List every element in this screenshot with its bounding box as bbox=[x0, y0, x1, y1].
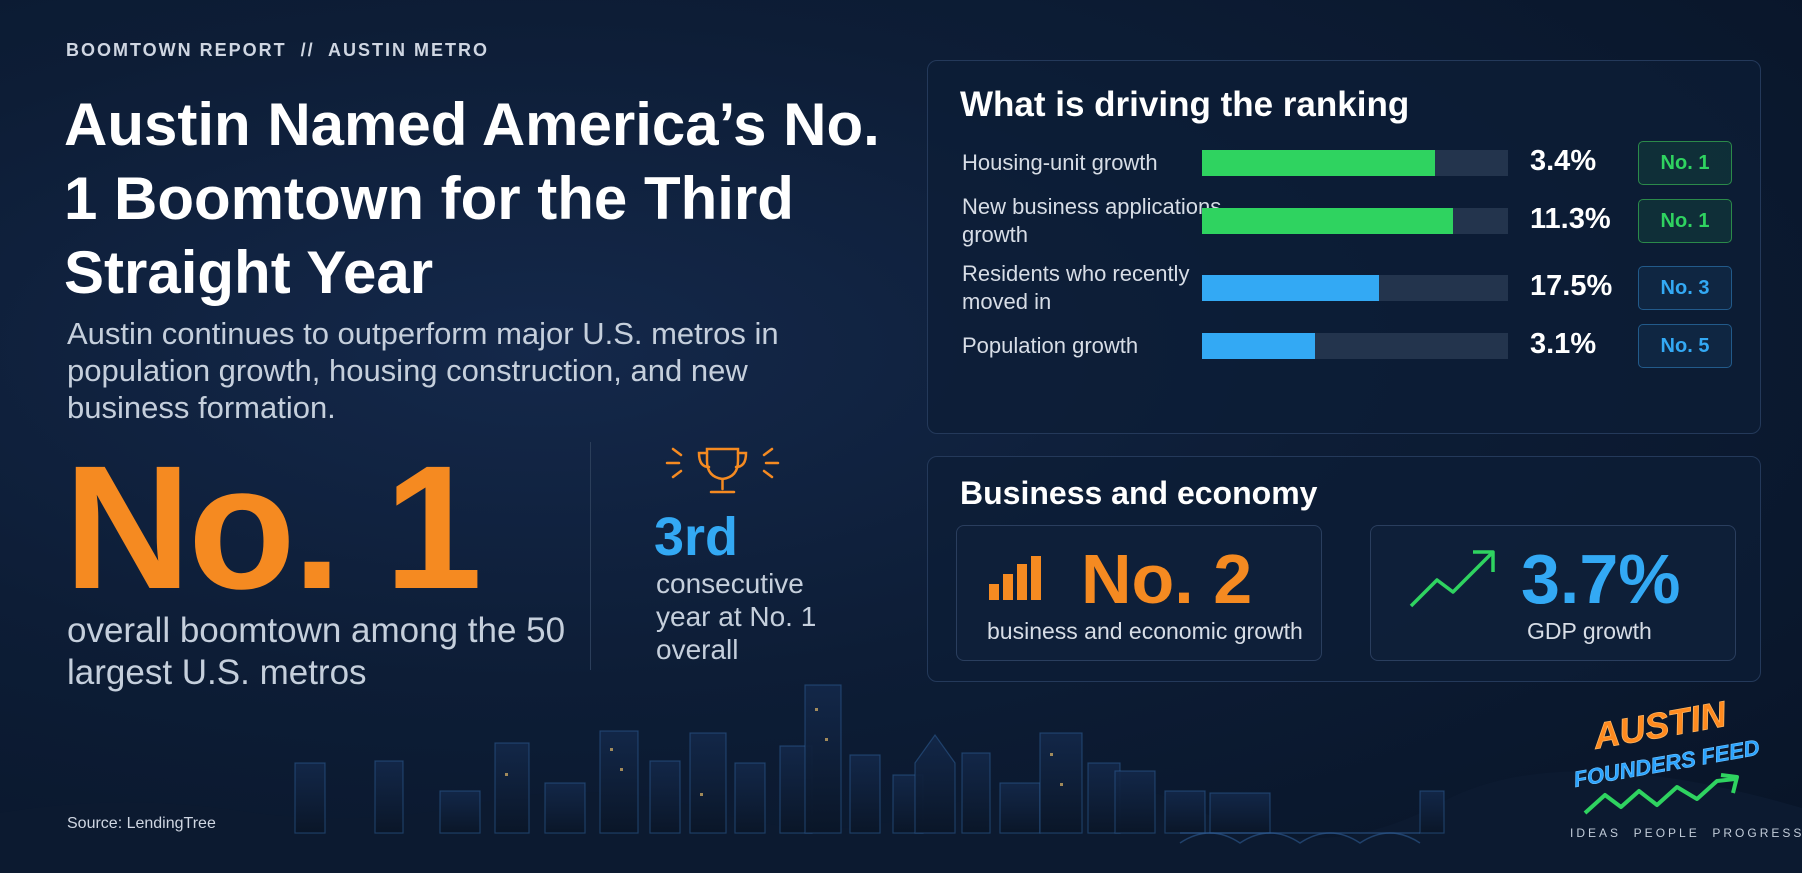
gdp-growth-card: 3.7% GDP growth bbox=[1370, 525, 1736, 661]
page-title: Austin Named America’s No. 1 Boomtown fo… bbox=[64, 91, 880, 306]
bar-label: New business applications growth bbox=[962, 194, 1222, 247]
bar-track bbox=[1202, 150, 1508, 176]
streak-description: consecutive year at No. 1 overall bbox=[656, 568, 817, 665]
bar bbox=[1202, 333, 1316, 359]
bar-track bbox=[1202, 333, 1508, 359]
austin-founders-feed-logo: AUSTIN FOUNDERS FEED bbox=[1571, 695, 1762, 815]
business-growth-label: business and economic growth bbox=[987, 618, 1303, 644]
bar bbox=[1202, 275, 1380, 301]
ranking-bar-chart: Housing-unit growth 3.4% No. 1 New business… bbox=[928, 61, 1760, 433]
ranking-drivers-panel: What is driving the ranking Housing-unit… bbox=[927, 60, 1761, 434]
bar-value-label: 11.3% bbox=[1530, 203, 1611, 235]
streak-value: 3rd bbox=[654, 507, 739, 567]
bar bbox=[1202, 208, 1453, 234]
bar-chart-icon bbox=[989, 556, 1041, 600]
bar-track bbox=[1202, 208, 1508, 234]
divider bbox=[590, 442, 591, 670]
gdp-growth-label: GDP growth bbox=[1527, 618, 1652, 644]
report-kicker: BOOMTOWN REPORT // AUSTIN METRO bbox=[66, 40, 489, 60]
headline-rank: No. 1 bbox=[64, 430, 482, 626]
bar-value-label: 17.5% bbox=[1530, 270, 1613, 302]
bar-label: Population growth bbox=[962, 333, 1139, 358]
logo-tagline: IDEAS PEOPLE PROGRESS bbox=[1570, 826, 1802, 840]
business-growth-rank: No. 2 bbox=[1081, 540, 1253, 618]
rank-badge: No. 1 bbox=[1638, 199, 1732, 243]
trophy-icon bbox=[665, 447, 780, 494]
ranking-panel-title: What is driving the ranking bbox=[960, 85, 1410, 124]
source-credit: Source: LendingTree bbox=[67, 815, 216, 832]
rank-badge: No. 1 bbox=[1638, 141, 1732, 185]
bar-track bbox=[1202, 275, 1508, 301]
rank-badge: No. 5 bbox=[1638, 324, 1732, 368]
bar-value-label: 3.4% bbox=[1530, 145, 1597, 177]
trend-up-arrow-icon bbox=[1409, 550, 1495, 608]
page-subtitle: Austin continues to outperform major U.S… bbox=[67, 316, 779, 425]
rank-badge: No. 3 bbox=[1638, 266, 1732, 310]
business-economy-panel: Business and economy No. 2 business and … bbox=[927, 456, 1761, 682]
bar bbox=[1202, 150, 1435, 176]
business-panel-title: Business and economy bbox=[960, 475, 1318, 511]
gdp-growth-value: 3.7% bbox=[1521, 540, 1681, 618]
bar-label: Residents who recently moved in bbox=[962, 261, 1190, 314]
bar-label: Housing-unit growth bbox=[962, 150, 1158, 175]
bar-value-label: 3.1% bbox=[1530, 328, 1597, 360]
business-growth-card: No. 2 business and economic growth bbox=[956, 525, 1322, 661]
city-skyline-illustration bbox=[0, 684, 1802, 873]
headline-description: overall boomtown among the 50 largest U.… bbox=[67, 611, 566, 692]
